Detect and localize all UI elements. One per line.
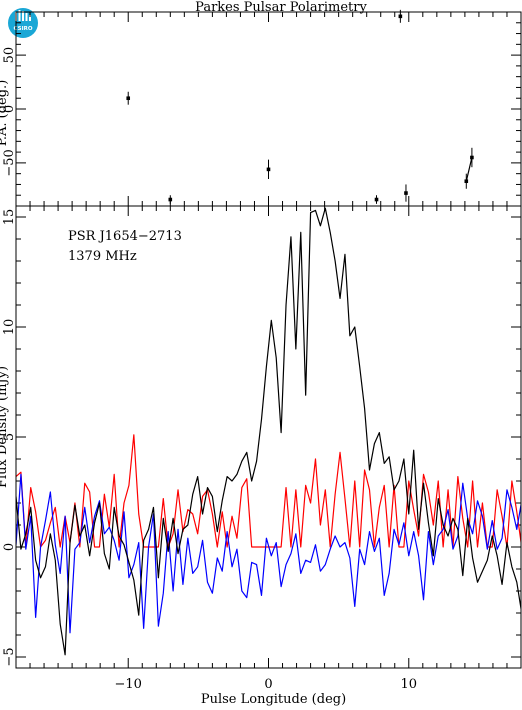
csiro-logo-bar	[22, 11, 24, 21]
flux-y-tick-label: −5	[2, 647, 17, 666]
csiro-logo-text: CSIRO	[13, 26, 32, 32]
flux-y-tick-label: 15	[2, 209, 17, 226]
pa-y-tick-label: −50	[2, 149, 17, 176]
pa-y-tick-label: 50	[2, 47, 17, 64]
total-intensity-line	[16, 207, 521, 656]
csiro-logo-bar	[29, 15, 31, 21]
flux-panel-frame	[15, 205, 522, 669]
flux-x-tick-label: −10	[115, 677, 142, 692]
circular-polarization-line	[16, 473, 521, 634]
pa-segment	[465, 157, 473, 182]
csiro-logo-bar	[25, 13, 28, 21]
flux-x-tick-label: 10	[401, 677, 418, 692]
flux-y-tick-label: 0	[2, 543, 17, 551]
flux-y-tick-label: 10	[2, 319, 17, 336]
pa-point	[398, 14, 403, 19]
linear-polarization-line	[16, 434, 521, 548]
csiro-logo-bar	[18, 10, 21, 21]
pa-point	[374, 197, 379, 202]
pa-point	[266, 167, 271, 172]
pa-point	[126, 96, 131, 101]
flux-panel: −10 0 10 −5 0 5 10 15	[2, 205, 522, 692]
pa-panel: −50 0 50	[2, 9, 522, 207]
flux-y-tick-label: 5	[2, 433, 17, 441]
pa-point	[464, 179, 469, 184]
pulsar-name-label: PSR J1654−2713	[68, 229, 182, 244]
chart-title: Parkes Pulsar Polarimetry	[195, 0, 367, 15]
frequency-label: 1379 MHz	[68, 249, 137, 264]
longitude-axis-label: Pulse Longitude (deg)	[201, 692, 346, 707]
pa-axis-label: P.A. (deg.)	[0, 80, 10, 147]
pa-point	[168, 197, 173, 202]
pa-y-tick-label: 0	[2, 105, 17, 113]
flux-axis-label: Flux Density (mJy)	[0, 366, 10, 488]
flux-x-tick-label: 0	[264, 677, 272, 692]
pa-point	[404, 191, 408, 195]
